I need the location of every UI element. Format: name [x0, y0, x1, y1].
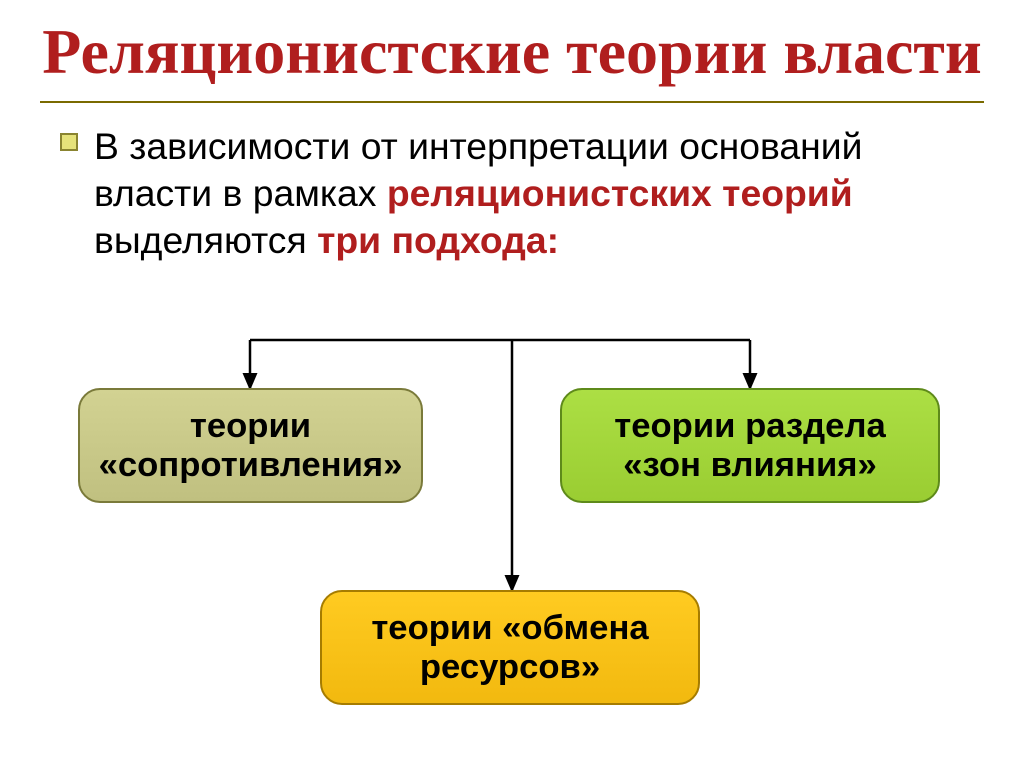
- diagram-arrows: [0, 0, 1024, 767]
